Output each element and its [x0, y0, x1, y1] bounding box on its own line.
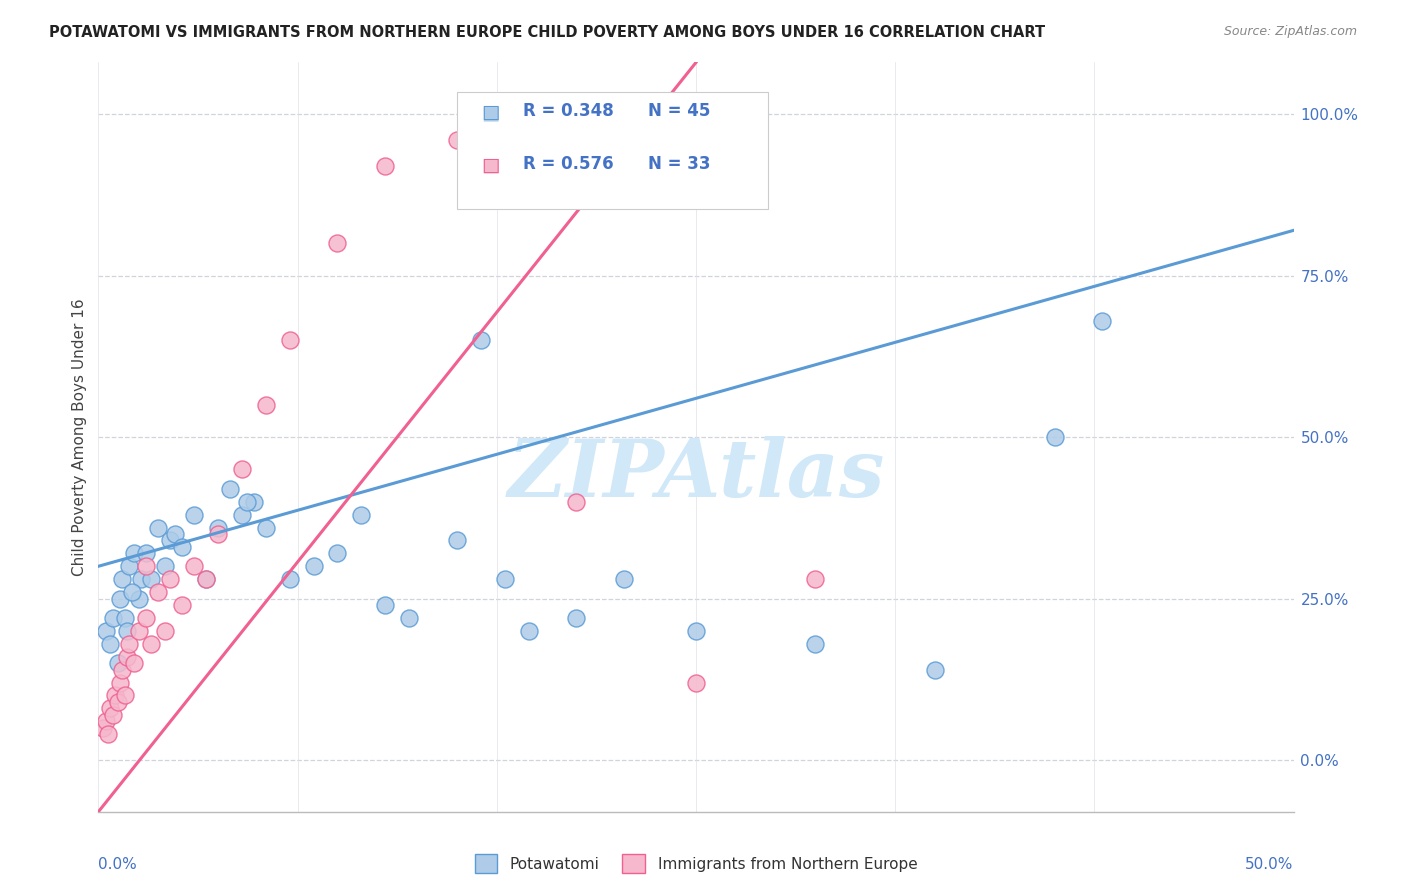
Point [163, 527, 186, 541]
Point [155, 559, 177, 574]
Point [128, 624, 150, 638]
Text: R = 0.348: R = 0.348 [523, 103, 613, 120]
Point [1091, 314, 1114, 328]
Point [94, 624, 117, 638]
Point [155, 624, 177, 638]
Point [139, 572, 162, 586]
Point [398, 611, 420, 625]
Point [111, 663, 134, 677]
Point [804, 572, 827, 586]
Text: R = 0.576: R = 0.576 [523, 154, 613, 172]
Point [565, 611, 588, 625]
Text: ■: ■ [481, 103, 499, 122]
Point [108, 591, 131, 606]
Point [254, 520, 277, 534]
Point [159, 533, 181, 548]
Point [114, 611, 136, 625]
Point [446, 133, 468, 147]
Point [446, 533, 468, 548]
Point [115, 624, 138, 638]
Point [685, 675, 707, 690]
Point [107, 656, 129, 670]
Point [118, 637, 141, 651]
Point [231, 508, 253, 522]
Point [135, 559, 157, 574]
Point [135, 611, 157, 625]
Point [207, 527, 229, 541]
Text: ■: ■ [481, 156, 499, 175]
Point [470, 333, 492, 347]
Text: N = 33: N = 33 [648, 154, 710, 172]
Point [278, 572, 301, 586]
Point [685, 624, 707, 638]
Point [183, 559, 205, 574]
Point [118, 559, 141, 574]
Point [135, 546, 157, 560]
Point [235, 494, 257, 508]
Point [101, 707, 124, 722]
Point [254, 398, 277, 412]
Point [148, 585, 170, 599]
Point [101, 611, 124, 625]
Point [94, 714, 117, 729]
Point [195, 572, 218, 586]
Point [115, 649, 138, 664]
Point [804, 637, 827, 651]
Point [97, 727, 120, 741]
Point [565, 494, 588, 508]
Point [159, 572, 181, 586]
Point [302, 559, 325, 574]
Point [231, 462, 253, 476]
Point [219, 482, 242, 496]
Point [172, 540, 194, 554]
Point [111, 572, 134, 586]
FancyBboxPatch shape [457, 93, 768, 209]
Text: 50.0%: 50.0% [1246, 856, 1294, 871]
Point [326, 236, 349, 251]
Point [517, 624, 540, 638]
Point [124, 656, 146, 670]
Point [139, 637, 162, 651]
Text: □: □ [481, 103, 499, 122]
Point [128, 591, 150, 606]
Text: □: □ [481, 156, 499, 175]
Point [374, 598, 396, 612]
Point [148, 520, 170, 534]
Text: ZIPAtlas: ZIPAtlas [508, 436, 884, 513]
Point [326, 546, 349, 560]
Legend: Potawatomi, Immigrants from Northern Europe: Potawatomi, Immigrants from Northern Eur… [468, 848, 924, 879]
Text: 0.0%: 0.0% [98, 856, 138, 871]
Text: N = 45: N = 45 [648, 103, 710, 120]
Point [183, 508, 205, 522]
Point [114, 689, 136, 703]
Point [108, 675, 131, 690]
Point [131, 572, 153, 586]
Point [91, 721, 114, 735]
Point [107, 695, 129, 709]
Point [243, 494, 266, 508]
Point [278, 333, 301, 347]
Point [172, 598, 194, 612]
Point [98, 637, 122, 651]
Point [924, 663, 946, 677]
Point [104, 689, 127, 703]
Text: Source: ZipAtlas.com: Source: ZipAtlas.com [1223, 25, 1357, 38]
Point [350, 508, 373, 522]
Point [613, 572, 636, 586]
Point [121, 585, 143, 599]
Point [207, 520, 229, 534]
Point [124, 546, 146, 560]
Point [1043, 430, 1066, 444]
Text: POTAWATOMI VS IMMIGRANTS FROM NORTHERN EUROPE CHILD POVERTY AMONG BOYS UNDER 16 : POTAWATOMI VS IMMIGRANTS FROM NORTHERN E… [49, 25, 1045, 40]
Point [195, 572, 218, 586]
Point [494, 572, 516, 586]
Point [374, 159, 396, 173]
Y-axis label: Child Poverty Among Boys Under 16: Child Poverty Among Boys Under 16 [72, 298, 87, 576]
Point [98, 701, 122, 715]
